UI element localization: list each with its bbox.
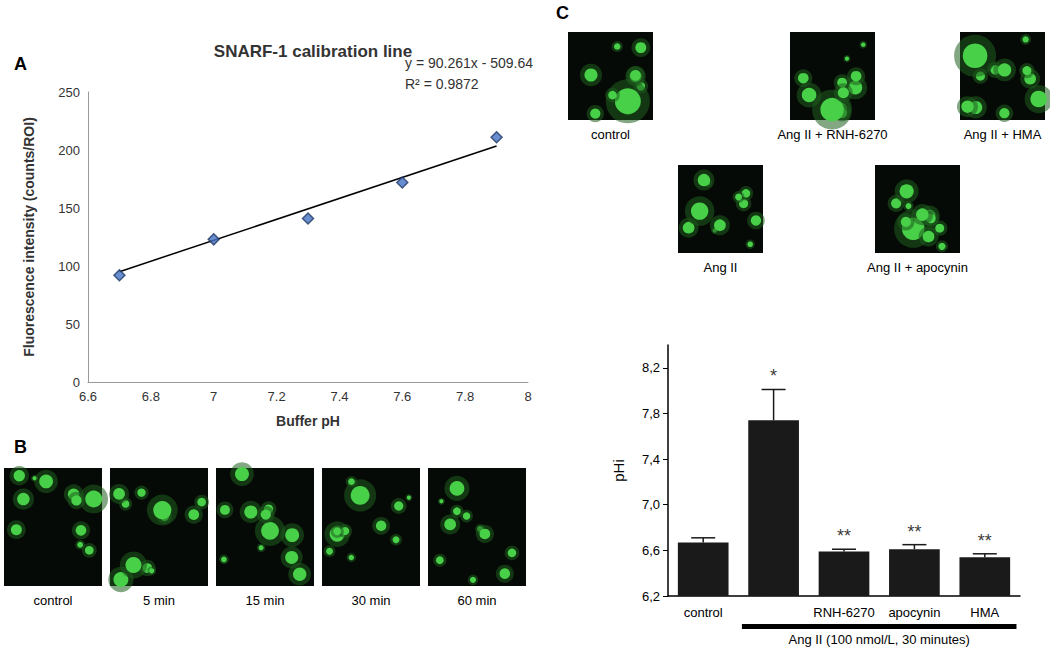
svg-text:6,6: 6,6 — [642, 543, 660, 558]
svg-text:**: ** — [907, 522, 921, 542]
svg-text:8,2: 8,2 — [642, 360, 660, 375]
svg-text:R² = 0.9872: R² = 0.9872 — [405, 76, 479, 92]
svg-text:200: 200 — [58, 143, 80, 158]
svg-text:7.6: 7.6 — [393, 389, 411, 404]
svg-text:*: * — [770, 366, 777, 386]
svg-text:A: A — [14, 54, 27, 74]
svg-text:Ang II + RNH-6270: Ang II + RNH-6270 — [777, 127, 887, 142]
svg-text:6,2: 6,2 — [642, 589, 660, 604]
svg-text:7.8: 7.8 — [456, 389, 474, 404]
svg-text:control: control — [591, 127, 630, 142]
svg-text:Buffer pH: Buffer pH — [276, 413, 340, 429]
svg-text:control: control — [684, 605, 723, 620]
svg-text:Fluorescence intensity (counts: Fluorescence intensity (counts/ROI) — [21, 117, 37, 357]
svg-text:60 min: 60 min — [457, 593, 496, 608]
svg-text:Ang II: Ang II — [704, 260, 738, 275]
svg-text:0: 0 — [73, 375, 80, 390]
svg-text:7: 7 — [210, 389, 217, 404]
svg-text:7,0: 7,0 — [642, 497, 660, 512]
svg-text:50: 50 — [66, 317, 80, 332]
svg-text:30 min: 30 min — [351, 593, 390, 608]
svg-text:**: ** — [978, 531, 992, 551]
svg-text:**: ** — [837, 526, 851, 546]
svg-text:150: 150 — [58, 201, 80, 216]
svg-text:250: 250 — [58, 85, 80, 100]
svg-text:SNARF-1 calibration line: SNARF-1 calibration line — [214, 42, 412, 61]
svg-text:8: 8 — [524, 389, 531, 404]
svg-text:control: control — [33, 593, 72, 608]
svg-text:7.4: 7.4 — [330, 389, 348, 404]
svg-text:C: C — [556, 3, 569, 23]
svg-text:15 min: 15 min — [245, 593, 284, 608]
svg-text:7.2: 7.2 — [268, 389, 286, 404]
svg-text:7,4: 7,4 — [642, 452, 660, 467]
svg-text:RNH-6270: RNH-6270 — [813, 605, 874, 620]
svg-text:6.8: 6.8 — [142, 389, 160, 404]
svg-text:pHi: pHi — [610, 459, 627, 482]
svg-text:Ang II + apocynin: Ang II + apocynin — [867, 260, 968, 275]
svg-text:Ang II (100 nmol/L, 30 minutes: Ang II (100 nmol/L, 30 minutes) — [789, 632, 970, 647]
svg-text:5 min: 5 min — [143, 593, 175, 608]
svg-text:100: 100 — [58, 259, 80, 274]
svg-text:Ang II + HMA: Ang II + HMA — [964, 127, 1042, 142]
svg-text:B: B — [14, 437, 27, 457]
svg-text:y = 90.261x - 509.64: y = 90.261x - 509.64 — [405, 55, 533, 71]
svg-text:HMA: HMA — [970, 605, 999, 620]
svg-text:apocynin: apocynin — [888, 605, 940, 620]
svg-text:6.6: 6.6 — [79, 389, 97, 404]
svg-text:7,8: 7,8 — [642, 406, 660, 421]
